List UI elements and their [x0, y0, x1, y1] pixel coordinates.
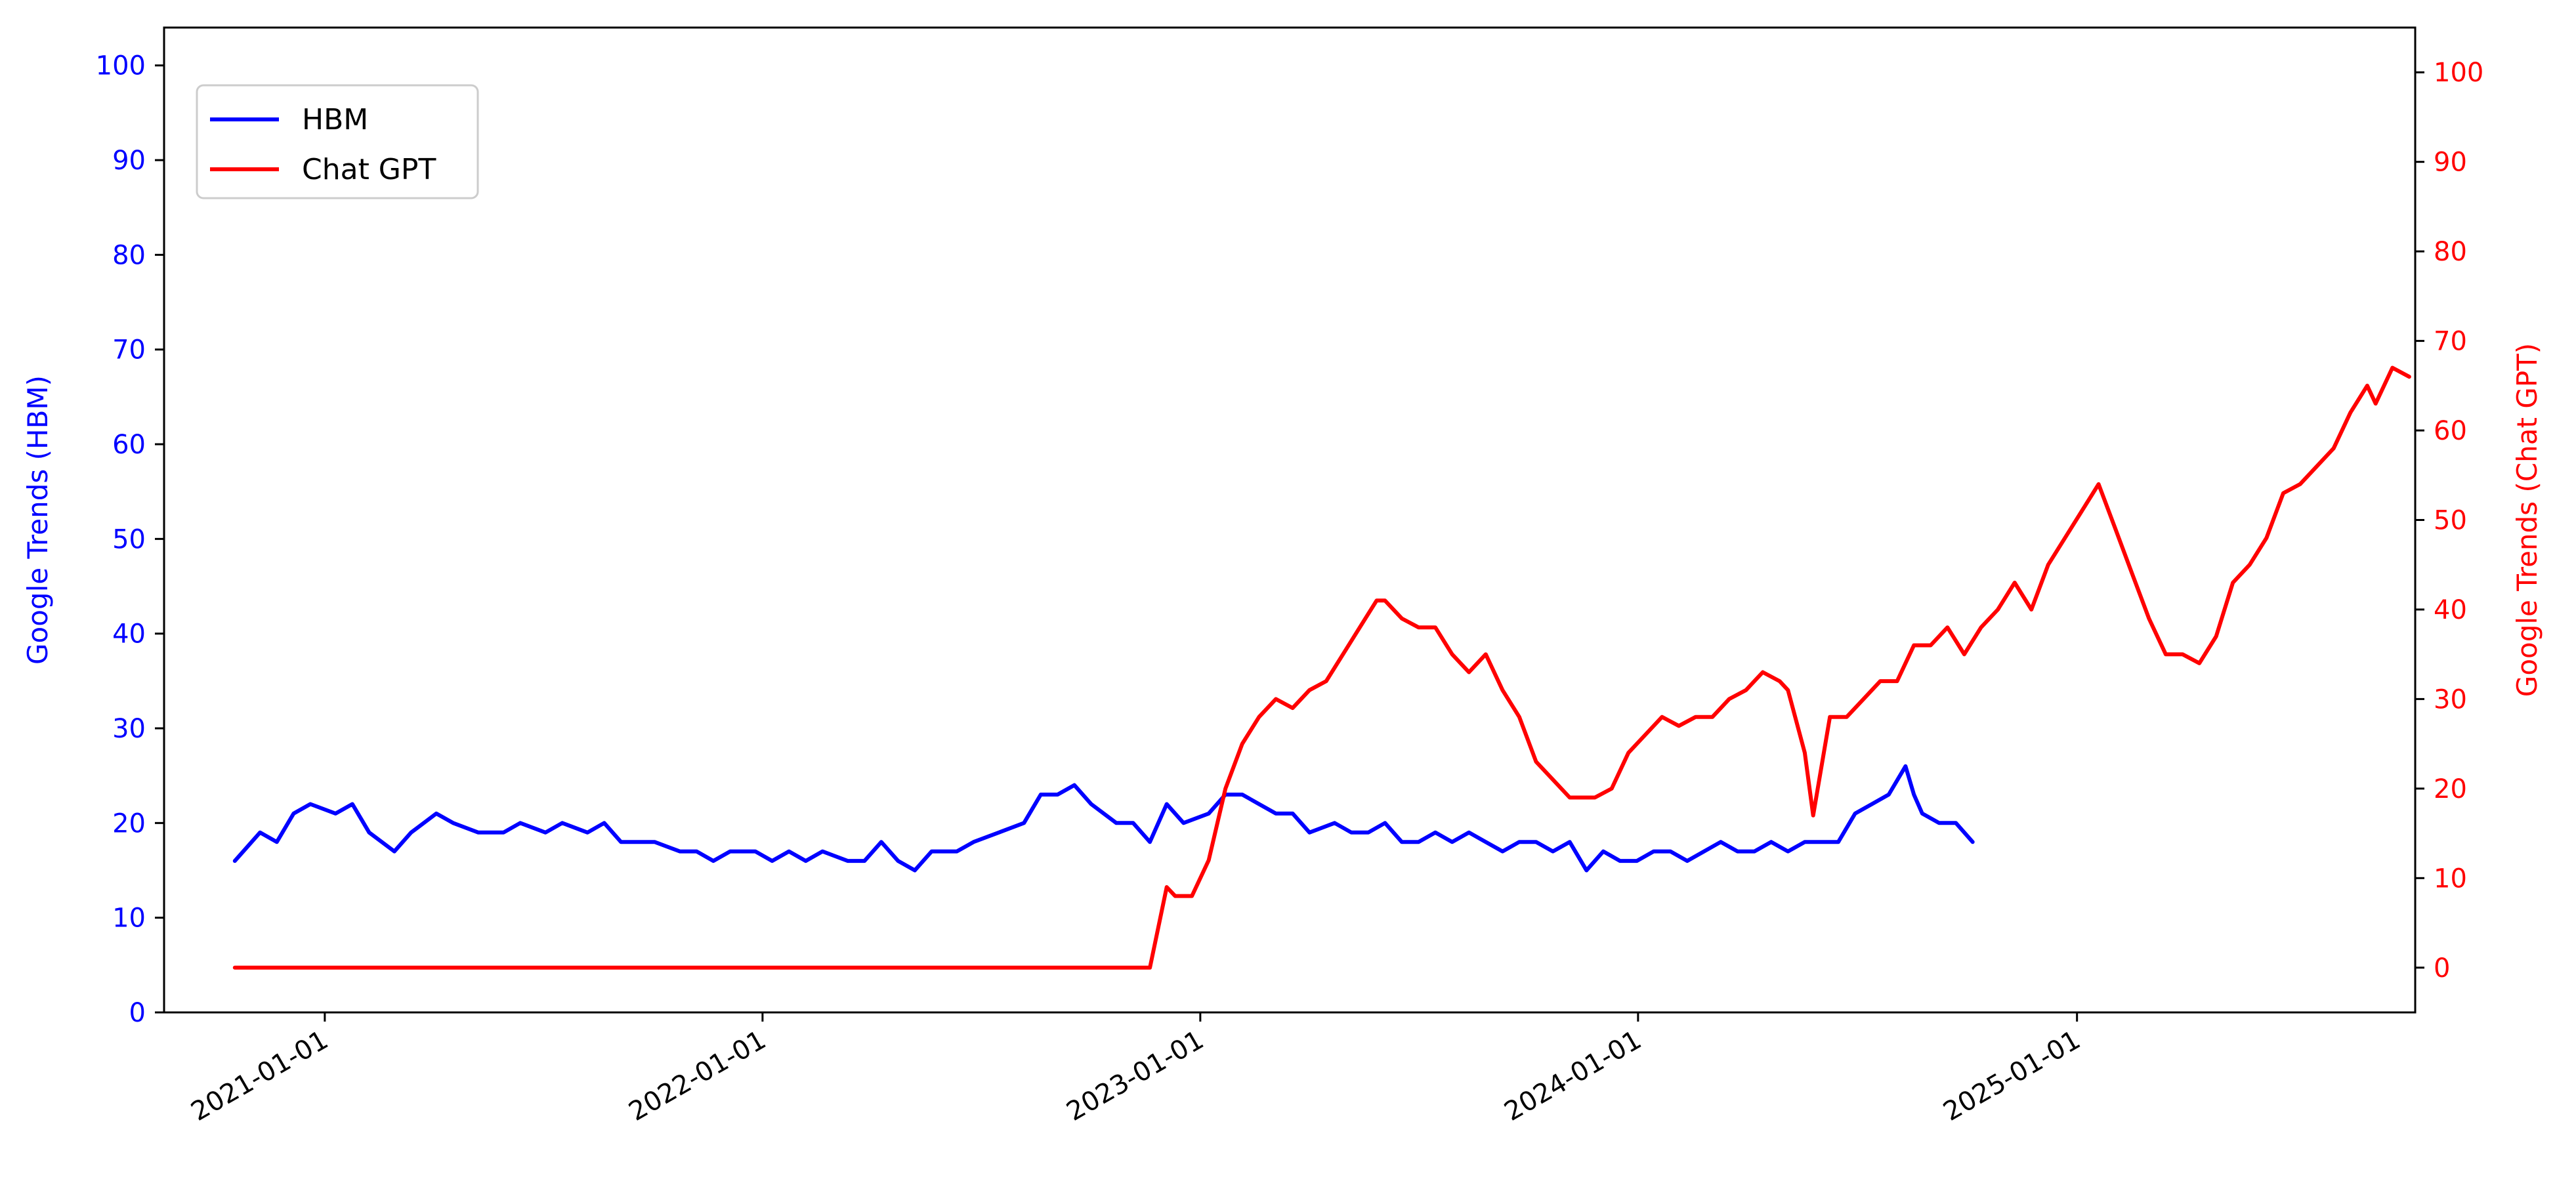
y-right-tick-label: 70 [2434, 327, 2467, 357]
y-left-tick-label: 70 [112, 335, 146, 365]
y-right-tick-label: 10 [2434, 863, 2467, 894]
y-left-tick-label: 0 [129, 998, 146, 1028]
y-left-tick-label: 80 [112, 240, 146, 270]
y-left-tick-label: 10 [112, 903, 146, 934]
y-right-tick-label: 90 [2434, 148, 2467, 178]
y-left-tick-label: 40 [112, 619, 146, 650]
series-line-chat-gpt [232, 365, 2411, 970]
y-left-tick-label: 60 [112, 430, 146, 460]
y-right-tick-label: 50 [2434, 506, 2467, 536]
y-right-tick-label: 0 [2434, 953, 2450, 984]
y-right-tick-label: 30 [2434, 684, 2467, 715]
x-tick-label: 2023-01-01 [1062, 1025, 1209, 1127]
plot-area [232, 365, 2411, 970]
legend-label-chat-gpt: Chat GPT [302, 153, 436, 186]
legend: HBM Chat GPT [196, 84, 479, 199]
y-right-tick-label: 20 [2434, 774, 2467, 804]
y-left-tick-label: 30 [112, 714, 146, 744]
y-left-tick-label: 90 [112, 146, 146, 176]
y-right-tick-label: 40 [2434, 595, 2467, 625]
series-line-hbm [232, 764, 1975, 873]
y-left-axis-title: Google Trends (HBM) [22, 375, 54, 665]
legend-label-hbm: HBM [302, 103, 368, 136]
x-tick-label: 2025-01-01 [1938, 1025, 2085, 1127]
x-tick-label: 2021-01-01 [186, 1025, 333, 1127]
y-left-tick-label: 100 [96, 51, 146, 81]
y-right-axis-title: Google Trends (Chat GPT) [2511, 343, 2543, 697]
y-right-tick-label: 100 [2434, 58, 2483, 88]
y-left-tick-label: 20 [112, 808, 146, 839]
y-right-tick-label: 60 [2434, 416, 2467, 446]
x-tick-label: 2022-01-01 [624, 1025, 771, 1127]
x-tick-label: 2024-01-01 [1500, 1025, 1647, 1127]
y-left-tick-label: 50 [112, 524, 146, 554]
y-right-tick-label: 80 [2434, 237, 2467, 267]
